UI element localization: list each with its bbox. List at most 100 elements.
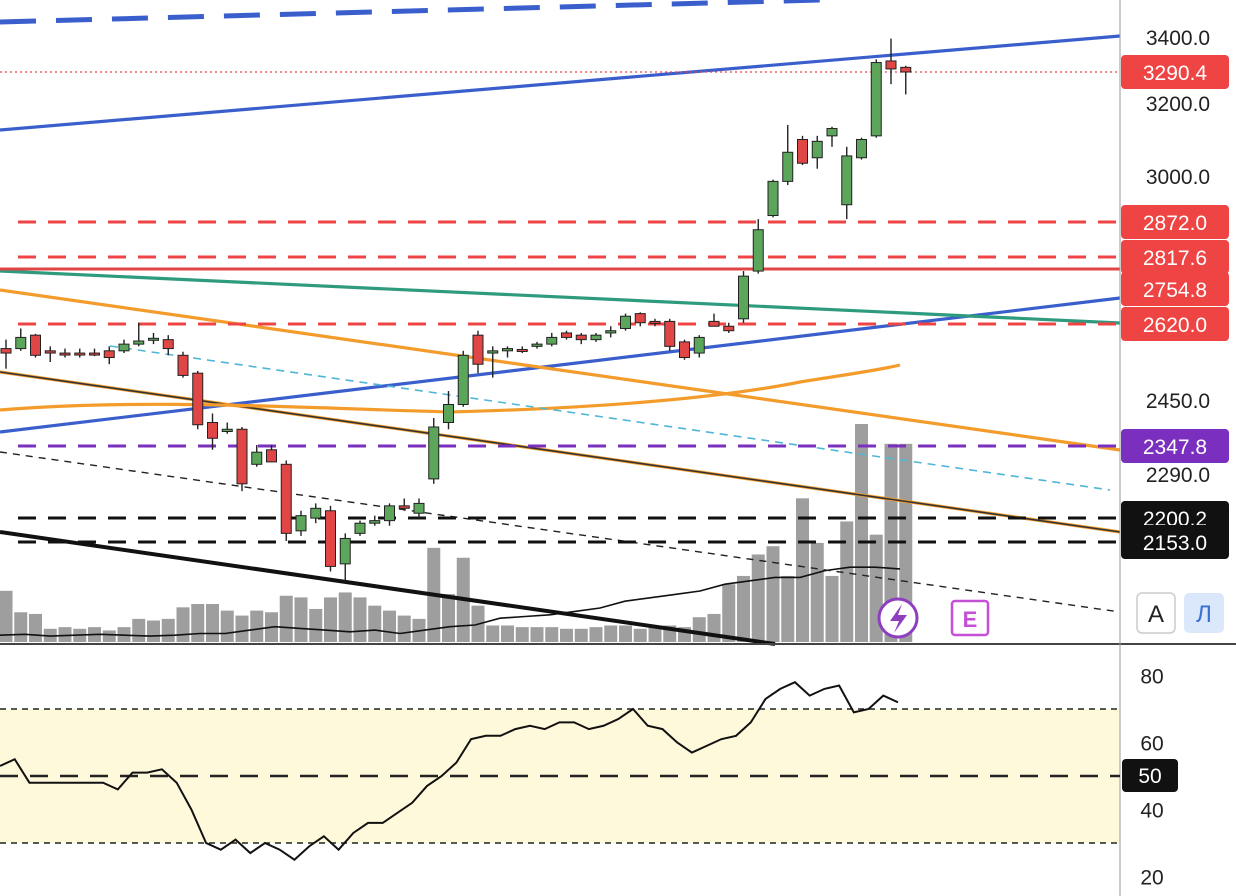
green-trend-line — [0, 269, 1121, 325]
volume-moving-average — [0, 566, 901, 637]
price-axis-ticks[interactable]: 3400.0 3200.0 3000.0 2450.0 2290.0 — [1146, 27, 1210, 487]
candle-body — [398, 505, 410, 509]
volume-bar — [692, 617, 706, 642]
candle-body — [457, 354, 469, 406]
volume-bar — [383, 610, 396, 642]
volume-event-badge[interactable] — [877, 597, 919, 639]
oscillator-middle-badge: 50 — [1122, 759, 1178, 792]
candle — [841, 146, 853, 220]
candle — [295, 510, 307, 536]
volume-bar — [324, 597, 337, 642]
candle — [900, 65, 912, 95]
candle — [826, 126, 838, 147]
price-tick-label: 2290.0 — [1146, 464, 1210, 487]
oscillator-tick-label: 40 — [1140, 800, 1163, 823]
cyan-dashed-line — [109, 345, 1111, 491]
candle — [280, 460, 292, 541]
candle-body — [649, 320, 661, 324]
candle-body — [502, 348, 513, 352]
candle-body — [900, 66, 912, 73]
oscillator-axis-ticks[interactable]: 80 60 40 20 — [1140, 666, 1163, 890]
candle — [162, 335, 174, 356]
volume-bar — [442, 594, 455, 642]
candle — [634, 312, 646, 327]
price-badge-label: 2347.8 — [1143, 436, 1207, 459]
oscillator-line — [0, 681, 899, 862]
auto-scale-button[interactable]: A — [1136, 592, 1176, 634]
candle — [679, 339, 690, 360]
candle-body — [546, 336, 558, 345]
volume-bar — [751, 554, 765, 642]
candle — [664, 318, 676, 351]
candle — [487, 346, 499, 378]
candle-body — [148, 337, 159, 341]
candle-body — [811, 140, 823, 159]
candle — [708, 313, 720, 327]
candle — [575, 332, 587, 345]
candle — [885, 38, 897, 85]
candle — [516, 346, 528, 354]
volume-bar — [176, 607, 190, 642]
volume-bar — [855, 424, 868, 642]
candle-body — [590, 334, 602, 341]
candle — [782, 124, 794, 185]
candle — [384, 503, 395, 526]
price-tick-label: 2450.0 — [1146, 390, 1210, 413]
price-badge-2: 2817.6 — [1121, 240, 1229, 274]
volume-bar — [619, 625, 632, 642]
candle — [856, 137, 867, 160]
volume-bar — [353, 597, 367, 642]
candle — [177, 351, 189, 378]
price-badge-7: 2153.0 — [1121, 525, 1229, 559]
volume-bar — [766, 546, 780, 642]
candle — [207, 413, 218, 450]
candle-body — [428, 426, 440, 480]
candle-body — [177, 354, 189, 376]
black-channel-line — [0, 371, 1121, 533]
candle — [354, 520, 366, 536]
oscillator-tick-label: 60 — [1140, 733, 1163, 756]
candle-body — [339, 537, 351, 565]
candle-body — [325, 510, 336, 567]
candle-body — [162, 339, 174, 350]
price-badge-label: 2153.0 — [1143, 532, 1207, 555]
candle — [310, 503, 322, 524]
price-badge-label: 2817.6 — [1143, 247, 1207, 270]
candle — [44, 346, 56, 362]
candle-body — [620, 315, 631, 329]
candle-body — [841, 155, 853, 206]
volume-bar — [722, 584, 736, 642]
candle-body — [354, 522, 366, 534]
candle — [797, 135, 808, 166]
candle — [428, 418, 440, 484]
log-scale-button[interactable]: Л — [1184, 593, 1224, 633]
candle — [457, 350, 469, 407]
volume-bar — [781, 575, 795, 642]
candle — [693, 335, 705, 358]
candle-body — [575, 334, 587, 341]
earnings-badge[interactable]: E — [950, 599, 990, 637]
volume-bar — [530, 627, 544, 642]
volume-bar — [206, 604, 219, 642]
candle-body — [103, 350, 115, 359]
price-badge-0: 3290.4 — [1121, 55, 1229, 89]
volume-bar — [309, 608, 323, 642]
oscillator-tick-label: 20 — [1140, 867, 1163, 890]
volume-bars — [0, 424, 913, 642]
orange-trend-line-upper — [0, 288, 1121, 452]
candle — [561, 330, 572, 340]
candle — [620, 313, 631, 331]
volume-bar — [161, 618, 175, 642]
drawings — [0, 0, 1121, 646]
candle — [738, 271, 749, 323]
candle — [443, 391, 454, 430]
candle-body — [0, 348, 12, 354]
price-badge-1: 2872.0 — [1121, 205, 1229, 239]
candle — [870, 59, 882, 138]
candle — [192, 370, 204, 430]
volume-bar — [14, 612, 28, 642]
candle — [723, 322, 735, 333]
candle-body — [118, 343, 130, 352]
volume-bar — [501, 625, 514, 642]
